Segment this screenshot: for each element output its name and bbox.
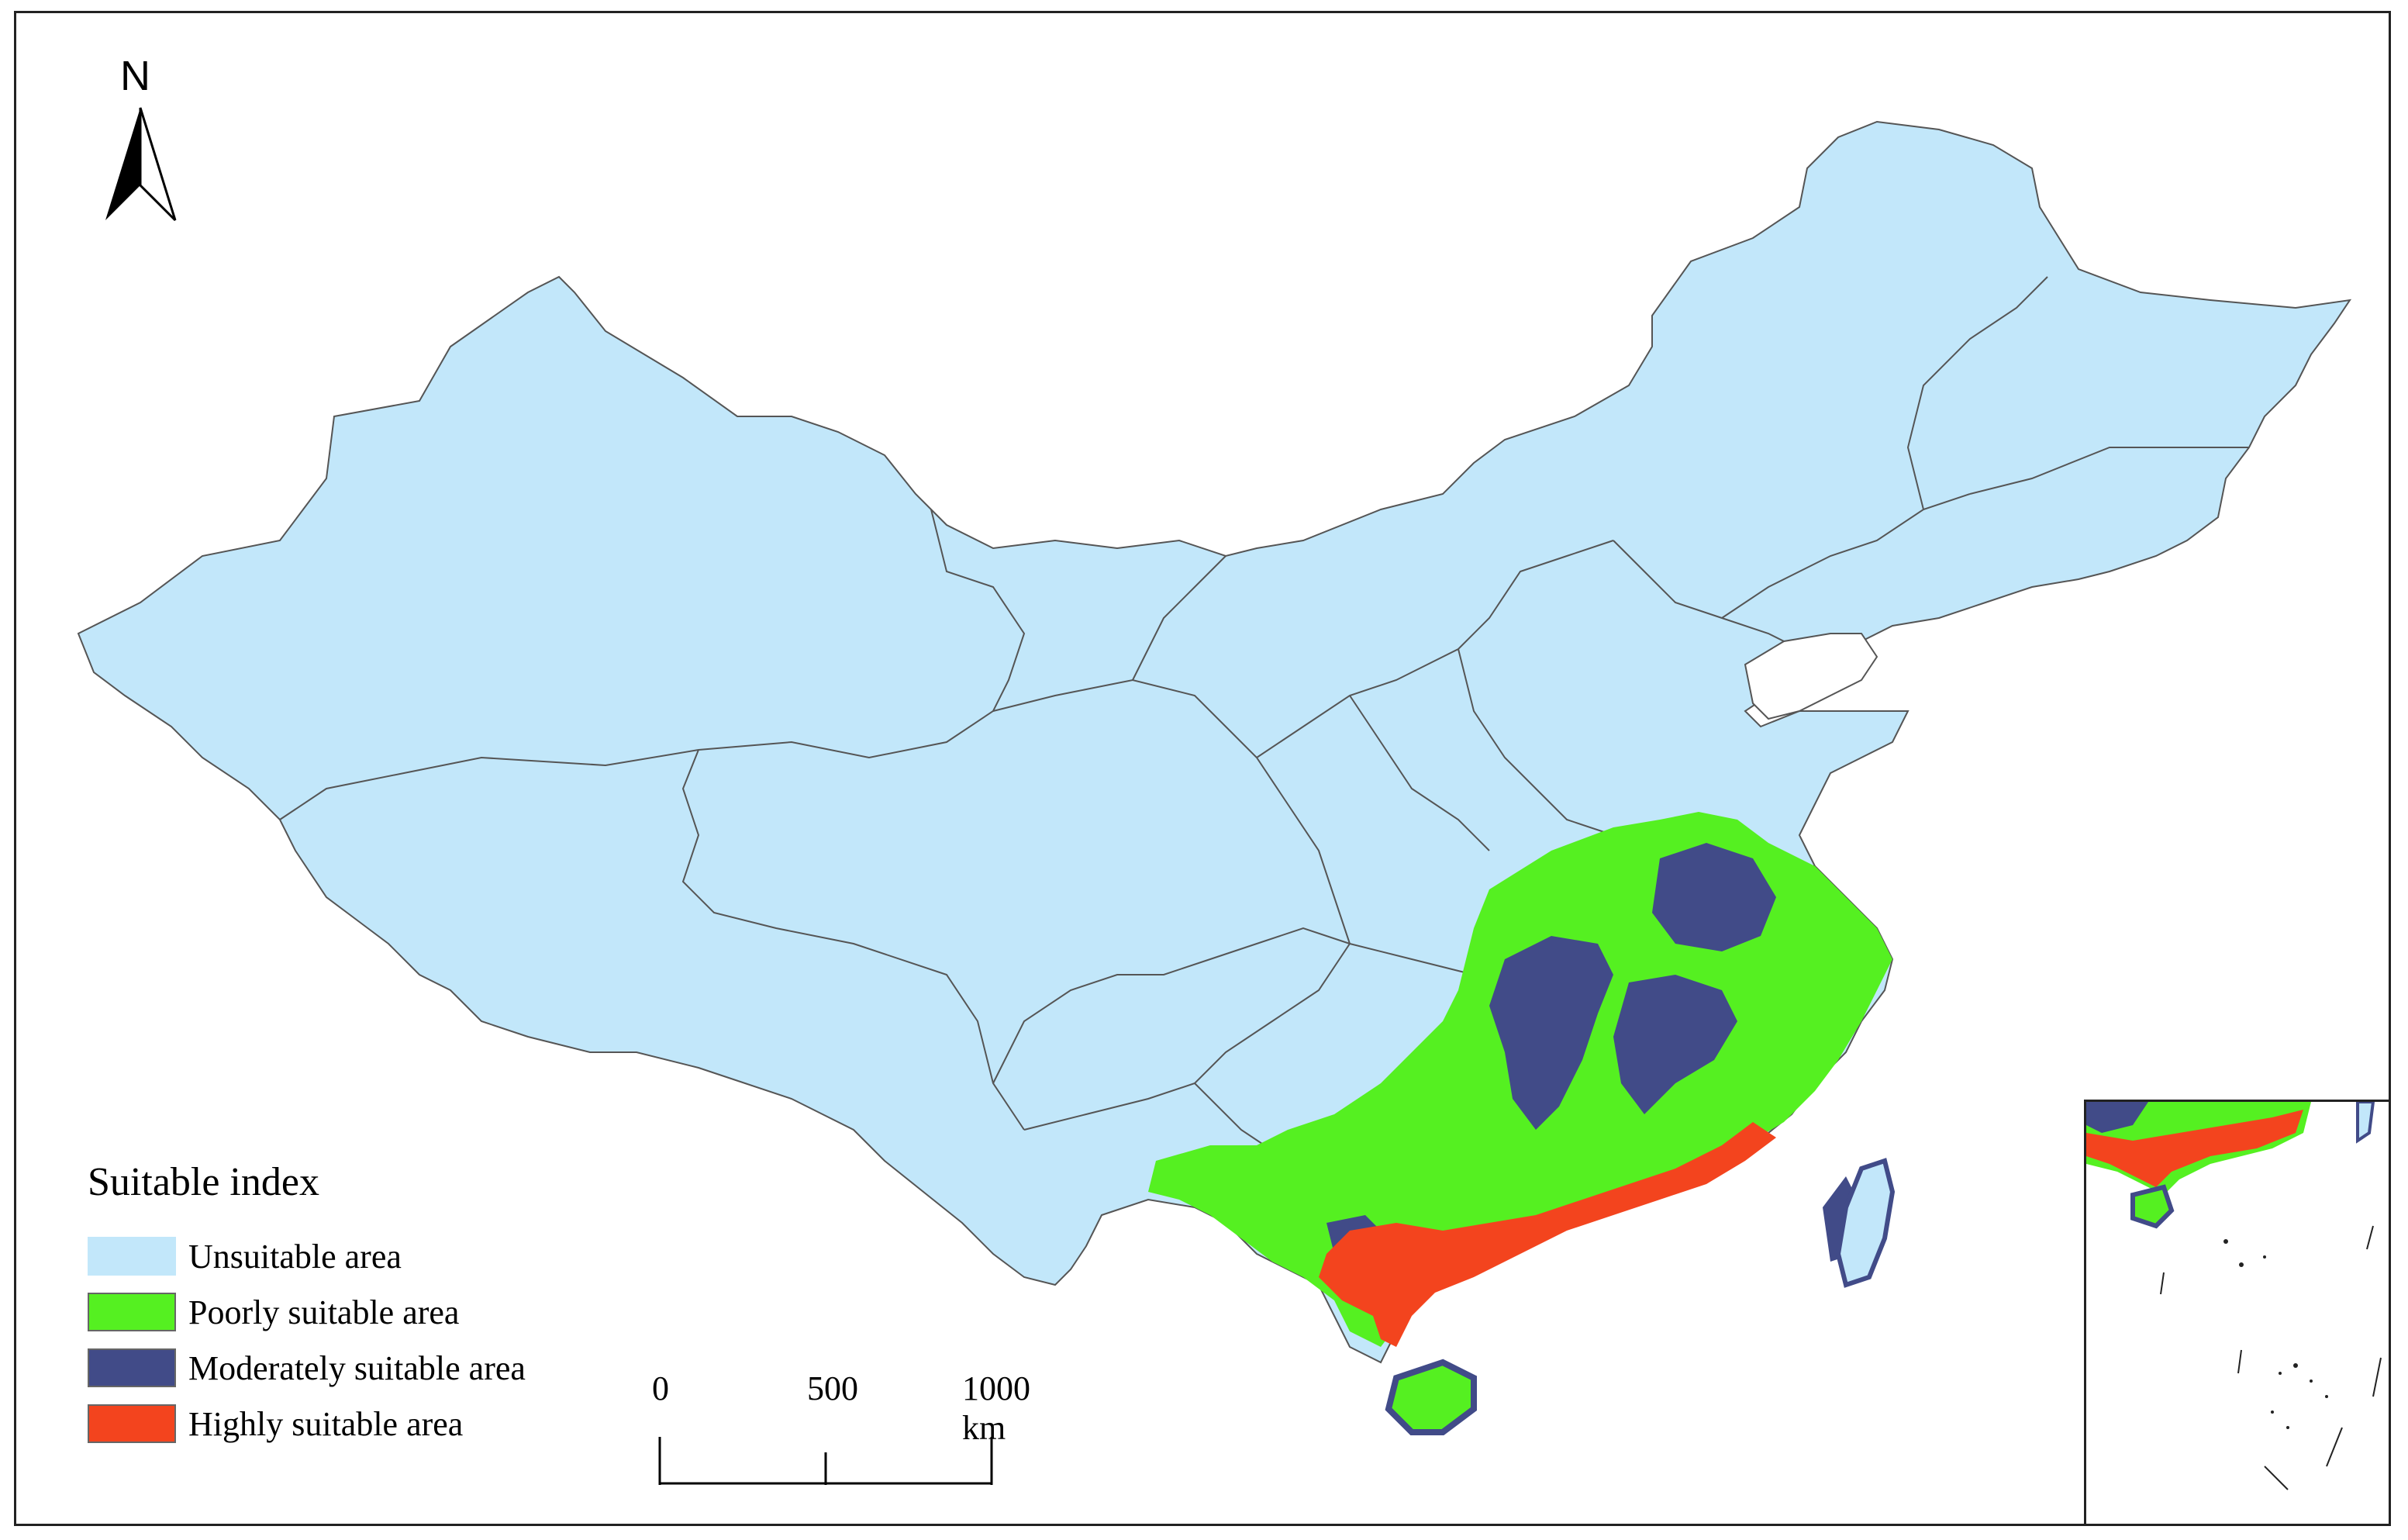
bohai-sea [1744,633,1878,720]
highly-suitable-zone [1319,1122,1776,1347]
scale-bar: 0 500 1000 km [652,1369,1030,1493]
legend-label-moderately-suitable: Moderately suitable area [188,1348,526,1387]
legend-item-highly-suitable: Highly suitable area [88,1396,526,1452]
legend-label-poorly-suitable: Poorly suitable area [188,1293,460,1331]
scale-label-0: 0 [652,1369,669,1407]
map-frame: N Suitable index Unsuitable area Poorly … [14,11,2391,1526]
taiwan-island [1835,1158,1896,1288]
legend-title: Suitable index [88,1160,319,1204]
legend-label-highly-suitable: Highly suitable area [188,1404,464,1443]
hainan-island [1385,1359,1477,1435]
legend-swatch-highly-suitable [88,1404,176,1443]
legend-swatch-poorly-suitable [88,1293,176,1331]
legend-swatch-unsuitable [88,1237,176,1276]
china-suitability-map [77,120,2352,1435]
scale-label-1000: 1000 km [962,1369,1030,1447]
north-arrow-icon [105,107,177,222]
scale-bar-graphic [658,1437,993,1485]
scale-label-500: 500 [807,1369,858,1407]
map-legend: Suitable index Unsuitable area Poorly su… [88,1159,526,1452]
legend-item-poorly-suitable: Poorly suitable area [88,1284,526,1340]
legend-item-moderately-suitable: Moderately suitable area [88,1340,526,1396]
legend-swatch-moderately-suitable [88,1348,176,1387]
inset-map [2086,1102,2382,1490]
legend-label-unsuitable: Unsuitable area [188,1237,402,1276]
south-china-sea-inset [2084,1100,2391,1526]
north-arrow-label: N [120,53,150,99]
legend-item-unsuitable: Unsuitable area [88,1228,526,1284]
